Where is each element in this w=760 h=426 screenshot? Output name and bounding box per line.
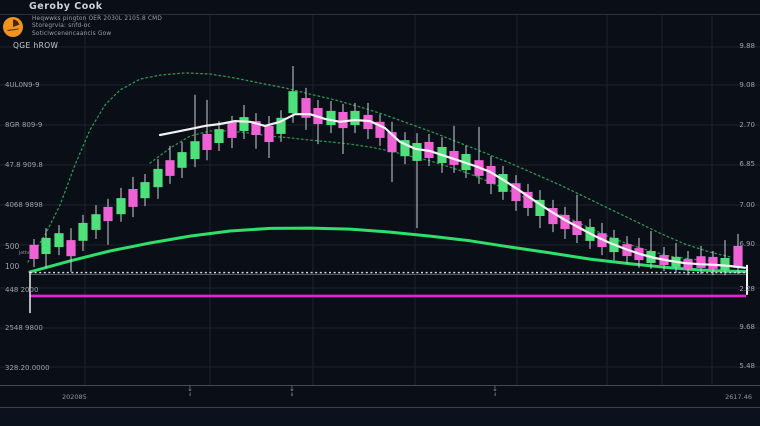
logo-hand: [7, 28, 19, 31]
candle-down: [264, 125, 274, 142]
ma-arc-green: [28, 226, 747, 274]
candle-up: [153, 168, 163, 188]
symbol-label: QGE hROW: [13, 41, 59, 50]
candle-down: [165, 160, 175, 176]
tick-arrow-icon: ↓: [289, 385, 295, 393]
y-axis-label-left: 328.20.0000: [5, 364, 50, 372]
tick-arrow-icon: ↓: [492, 385, 498, 393]
y-axis-label-right: 2.70: [739, 121, 755, 129]
candle-up: [535, 199, 545, 216]
y-axis-label-left: 448 2000: [5, 286, 39, 294]
legend-line-1: Heqwwks pington OER 2030L 2105.8 CMD: [32, 16, 163, 22]
logo-icon: [3, 17, 23, 37]
candle-down: [560, 214, 570, 230]
tick-label: 4: [188, 393, 192, 398]
candle-down: [128, 189, 138, 207]
y-axis-label-left: 4UL0N9-9: [5, 81, 40, 89]
candle-down: [202, 133, 212, 150]
legend-block: Heqwwks pington OER 2030L 2105.8 CMD Sto…: [32, 16, 162, 38]
candle-down: [733, 245, 743, 268]
x-axis-start-label: 202085: [62, 393, 87, 401]
candle-up: [276, 117, 286, 134]
upper-band-dotted: [27, 72, 731, 263]
candle-up: [116, 198, 126, 215]
x-axis-tick: ↓ 4: [184, 385, 196, 398]
candle-up: [41, 237, 51, 254]
y-axis-label-left: 500: [5, 242, 20, 251]
y-axis-label-left: 47.8 909.8: [5, 161, 43, 169]
candle-up: [239, 117, 249, 131]
y-axis-label-right: 9.68: [739, 323, 755, 331]
candle-up: [214, 129, 224, 143]
candle-down: [523, 191, 533, 208]
y-axis-label-left: 2548 9800: [5, 324, 43, 332]
x-axis-line: [0, 385, 760, 386]
candle-up: [412, 143, 422, 161]
y-axis-label-left: 4068 9898: [5, 201, 43, 209]
candle-down: [227, 121, 237, 138]
candle-down: [486, 166, 496, 184]
header-divider: [0, 14, 760, 15]
candle-up: [400, 140, 410, 157]
legend-line-2: Storegrvia: snfd-oc: [32, 23, 91, 30]
y-axis-label-right: 9.88: [739, 42, 755, 50]
candle-down: [251, 121, 261, 135]
candle-down: [511, 183, 521, 202]
candle-down: [696, 256, 706, 268]
y-axis-label-right: 5.48: [739, 362, 755, 370]
candle-up: [288, 91, 298, 114]
candle-up: [720, 258, 730, 270]
tick-arrow-icon: ↓: [187, 385, 193, 393]
candle-up: [54, 233, 64, 248]
tick-label: 4: [493, 393, 497, 398]
candle-up: [190, 141, 200, 160]
candle-up: [326, 110, 336, 126]
y-axis-label-right: 9.08: [739, 81, 755, 89]
y-axis-label-left: 100: [5, 262, 20, 271]
candle-up: [498, 174, 508, 192]
x-axis-end-label: 2617.46: [725, 393, 752, 401]
candle-down: [548, 208, 558, 225]
y-axis-label-right: 6.85: [739, 160, 755, 168]
tick-label: 8: [290, 393, 294, 398]
candle-down: [301, 98, 311, 118]
candle-down: [66, 240, 76, 257]
candle-up: [177, 152, 187, 168]
y-axis-label-left: 8GR 809-9: [5, 121, 43, 129]
candle-up: [91, 214, 101, 230]
footer-strip: [0, 408, 760, 426]
y-axis-label-right: 2.28: [739, 285, 755, 293]
y-axis-label-right: 6.90: [739, 240, 755, 248]
logo-wedge: [13, 19, 20, 27]
candle-down: [387, 132, 397, 153]
candle-down: [338, 112, 348, 129]
candle-down: [103, 206, 113, 222]
candle-up: [350, 110, 360, 126]
candle-down: [708, 256, 718, 269]
window-title: Geroby Cook: [29, 1, 103, 12]
x-axis-tick: ↓ 8: [286, 385, 298, 398]
footer-divider: [0, 407, 760, 408]
candle-up: [78, 222, 88, 241]
candle-down: [572, 221, 582, 235]
candle-up: [140, 182, 150, 199]
y-axis-label-right: 7.00: [739, 201, 755, 209]
candle-down: [29, 244, 39, 259]
trend-line-white: [158, 113, 747, 269]
candle-down: [375, 121, 385, 138]
legend-line-3: Soticlwcenencaancis Gow: [32, 30, 112, 37]
x-axis-tick: ↓ 4: [489, 385, 501, 398]
y-axis-label-left: Jethre: [19, 251, 33, 256]
